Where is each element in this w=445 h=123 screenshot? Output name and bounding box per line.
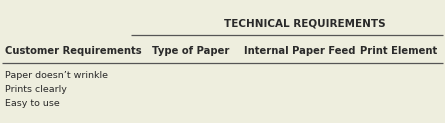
Text: Print Element: Print Element bbox=[360, 46, 437, 56]
Text: Type of Paper: Type of Paper bbox=[152, 46, 229, 56]
Text: Prints clearly: Prints clearly bbox=[5, 85, 67, 93]
Text: Internal Paper Feed: Internal Paper Feed bbox=[243, 46, 355, 56]
Text: TECHNICAL REQUIREMENTS: TECHNICAL REQUIREMENTS bbox=[224, 18, 386, 28]
Text: Customer Requirements: Customer Requirements bbox=[5, 46, 142, 56]
Text: Easy to use: Easy to use bbox=[5, 99, 60, 108]
Text: Paper doesn’t wrinkle: Paper doesn’t wrinkle bbox=[5, 70, 108, 79]
